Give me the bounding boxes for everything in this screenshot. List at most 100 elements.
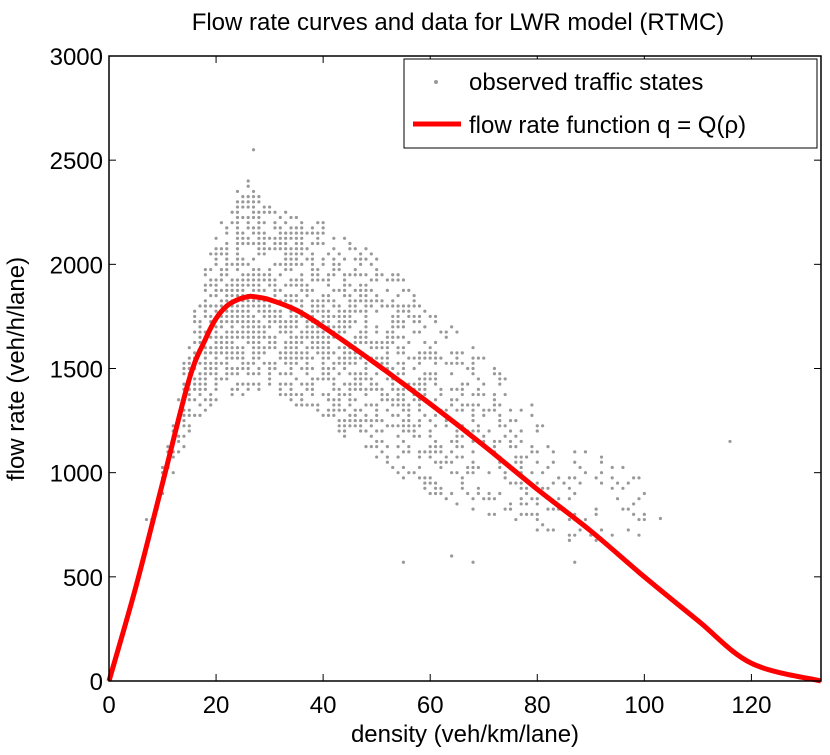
- scatter-point: [482, 434, 486, 438]
- scatter-point: [214, 387, 218, 391]
- scatter-point: [375, 387, 379, 391]
- legend: observed traffic states flow rate functi…: [403, 58, 818, 149]
- scatter-point: [471, 450, 475, 454]
- scatter-point: [417, 304, 422, 308]
- scatter-point: [284, 392, 288, 397]
- scatter-point: [359, 387, 363, 391]
- scatter-point: [209, 267, 213, 272]
- scatter-point: [268, 335, 272, 339]
- scatter-point: [300, 340, 304, 345]
- scatter-point: [241, 236, 245, 240]
- scatter-point: [337, 398, 341, 402]
- scatter-point: [407, 340, 411, 345]
- scatter-point: [428, 351, 432, 355]
- scatter-point: [428, 481, 432, 485]
- scatter-point: [498, 491, 502, 496]
- scatter-point: [396, 471, 400, 475]
- scatter-point: [214, 356, 218, 360]
- scatter-point: [476, 429, 480, 433]
- scatter-point: [401, 418, 406, 423]
- scatter-point: [450, 450, 454, 454]
- scatter-point: [498, 465, 502, 470]
- scatter-point: [342, 429, 347, 433]
- y-tick-label: 1000: [50, 461, 103, 488]
- scatter-point: [530, 450, 534, 454]
- scatter-point: [235, 215, 240, 220]
- scatter-point: [385, 424, 389, 428]
- scatter-point: [246, 179, 250, 183]
- scatter-point: [305, 247, 309, 251]
- scatter-point: [316, 231, 320, 235]
- scatter-point: [482, 413, 486, 417]
- scatter-point: [257, 335, 261, 339]
- scatter-point: [235, 382, 240, 386]
- scatter-point: [385, 445, 389, 449]
- scatter-point: [310, 278, 315, 282]
- scatter-point: [219, 320, 224, 324]
- scatter-point: [251, 278, 256, 282]
- scatter-point: [401, 450, 406, 454]
- scatter-point: [353, 418, 357, 423]
- scatter-point: [519, 460, 523, 464]
- scatter-point: [273, 293, 277, 298]
- scatter-point: [305, 283, 309, 287]
- scatter-point: [578, 528, 582, 532]
- scatter-point: [171, 424, 175, 428]
- scatter-point: [342, 309, 347, 313]
- scatter-point: [391, 382, 395, 386]
- scatter-point: [257, 215, 261, 220]
- scatter-point: [476, 424, 480, 428]
- scatter-point: [460, 445, 464, 449]
- scatter-point: [546, 465, 550, 470]
- scatter-point: [401, 403, 406, 407]
- scatter-point: [332, 325, 336, 329]
- scatter-point: [316, 309, 320, 313]
- scatter-point: [385, 278, 389, 282]
- scatter-point: [273, 221, 277, 225]
- scatter-point: [310, 340, 315, 345]
- scatter-point: [433, 481, 438, 485]
- scatter-point: [251, 215, 256, 220]
- scatter-point: [219, 299, 224, 303]
- scatter-point: [241, 361, 245, 365]
- scatter-point: [369, 252, 373, 256]
- scatter-point: [235, 346, 240, 350]
- x-tick-label: 80: [524, 692, 551, 719]
- scatter-point: [326, 283, 331, 287]
- scatter-point: [412, 320, 416, 324]
- scatter-point: [353, 361, 357, 365]
- scatter-point: [450, 387, 454, 391]
- scatter-point: [450, 460, 454, 464]
- scatter-point: [321, 320, 325, 324]
- scatter-point: [498, 382, 502, 386]
- scatter-point: [498, 377, 502, 381]
- scatter-point: [391, 424, 395, 428]
- scatter-point: [412, 429, 416, 433]
- scatter-point: [375, 346, 379, 350]
- scatter-point: [348, 283, 352, 287]
- scatter-point: [401, 476, 406, 480]
- scatter-point: [514, 481, 518, 485]
- scatter-point: [428, 372, 432, 376]
- scatter-point: [300, 304, 304, 308]
- scatter-point: [219, 361, 224, 365]
- scatter-point: [342, 288, 347, 292]
- scatter-point: [455, 398, 459, 402]
- scatter-point: [262, 304, 266, 308]
- scatter-point: [316, 340, 320, 345]
- scatter-point: [455, 445, 459, 449]
- scatter-point: [251, 314, 256, 319]
- scatter-point: [364, 392, 368, 397]
- scatter-point: [246, 387, 250, 391]
- scatter-point: [225, 231, 229, 235]
- scatter-point: [300, 221, 304, 225]
- scatter-point: [396, 403, 400, 407]
- scatter-point: [476, 356, 480, 360]
- scatter-point: [337, 325, 341, 329]
- scatter-point: [492, 403, 497, 407]
- scatter-point: [289, 293, 293, 298]
- scatter-point: [498, 372, 502, 376]
- scatter-point: [498, 413, 502, 417]
- scatter-point: [466, 471, 470, 475]
- scatter-point: [535, 481, 539, 485]
